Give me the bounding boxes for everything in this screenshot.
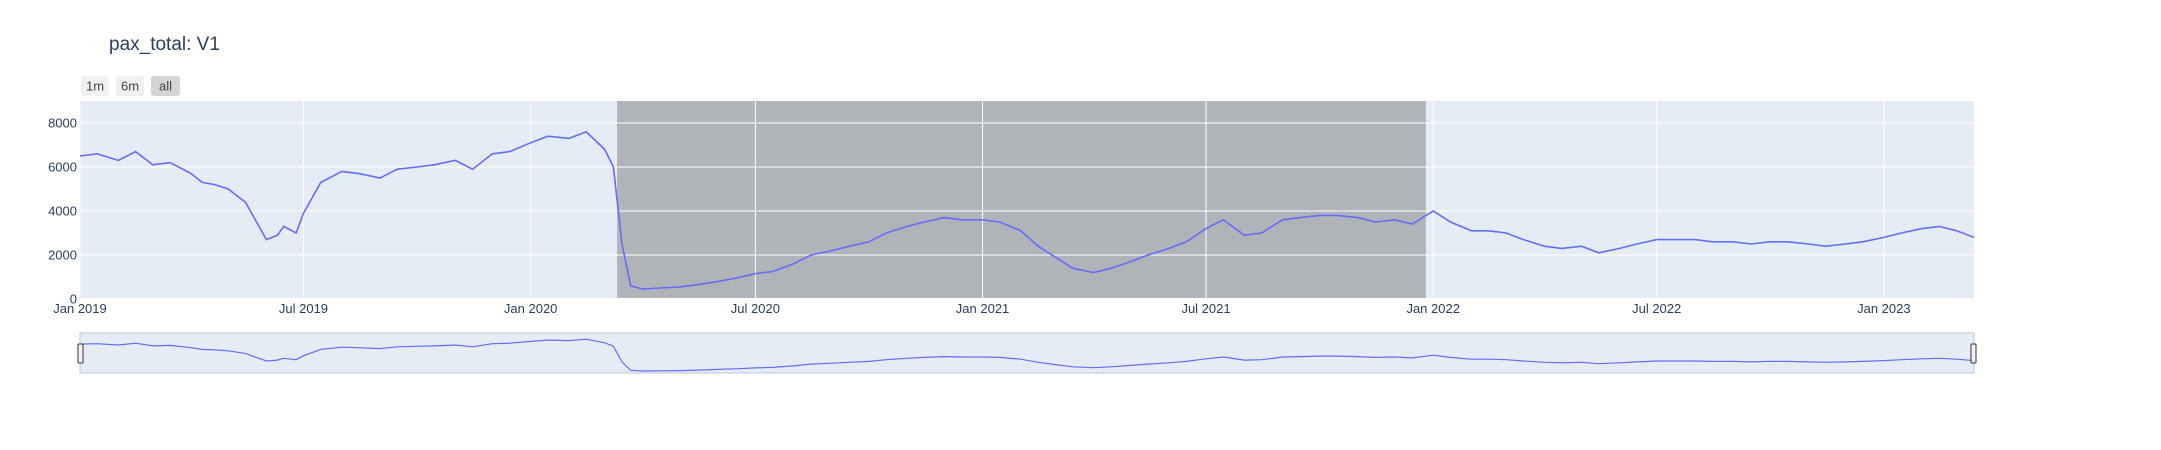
x-tick-label: Jul 2022 bbox=[1632, 301, 1681, 316]
range-button-1m-label: 1m bbox=[86, 79, 104, 94]
y-tick-label: 6000 bbox=[48, 160, 77, 175]
y-tick-label: 8000 bbox=[48, 116, 77, 131]
range-slider[interactable] bbox=[79, 332, 1975, 374]
x-tick-label: Jan 2022 bbox=[1406, 301, 1460, 316]
x-tick-label: Jan 2019 bbox=[53, 301, 107, 316]
x-tick-label: Jan 2023 bbox=[1857, 301, 1911, 316]
range-slider-left-handle[interactable] bbox=[77, 343, 84, 364]
x-tick-label: Jan 2020 bbox=[504, 301, 558, 316]
range-button-all-label: all bbox=[159, 79, 172, 94]
range-button-1m[interactable]: 1m bbox=[81, 76, 109, 96]
series-line bbox=[79, 130, 1975, 290]
x-axis-tick-labels: Jan 2019 Jul 2019 Jan 2020 Jul 2020 Jan 2021… bbox=[53, 301, 1910, 316]
range-button-6m[interactable]: 6m bbox=[116, 76, 144, 96]
x-tick-label: Jul 2020 bbox=[731, 301, 780, 316]
y-tick-label: 0 bbox=[70, 292, 77, 307]
x-tick-label: Jan 2021 bbox=[956, 301, 1010, 316]
range-slider-line bbox=[79, 338, 1975, 372]
x-gridlines bbox=[79, 101, 1885, 299]
x-tick-label: Jul 2021 bbox=[1181, 301, 1230, 316]
x-tick-label: Jul 2019 bbox=[279, 301, 328, 316]
y-axis-tick-labels: 0 2000 4000 6000 8000 bbox=[48, 116, 77, 307]
y-tick-label: 2000 bbox=[48, 248, 77, 263]
range-button-6m-label: 6m bbox=[121, 79, 139, 94]
range-selector: 1m 6m all bbox=[81, 76, 180, 96]
y-gridlines bbox=[80, 122, 1974, 300]
chart-title: pax_total: V1 bbox=[109, 34, 220, 55]
range-button-all[interactable]: all bbox=[151, 76, 180, 96]
range-slider-right-handle[interactable] bbox=[1970, 343, 1977, 364]
highlighted-period bbox=[617, 101, 1426, 299]
y-tick-label: 4000 bbox=[48, 204, 77, 219]
